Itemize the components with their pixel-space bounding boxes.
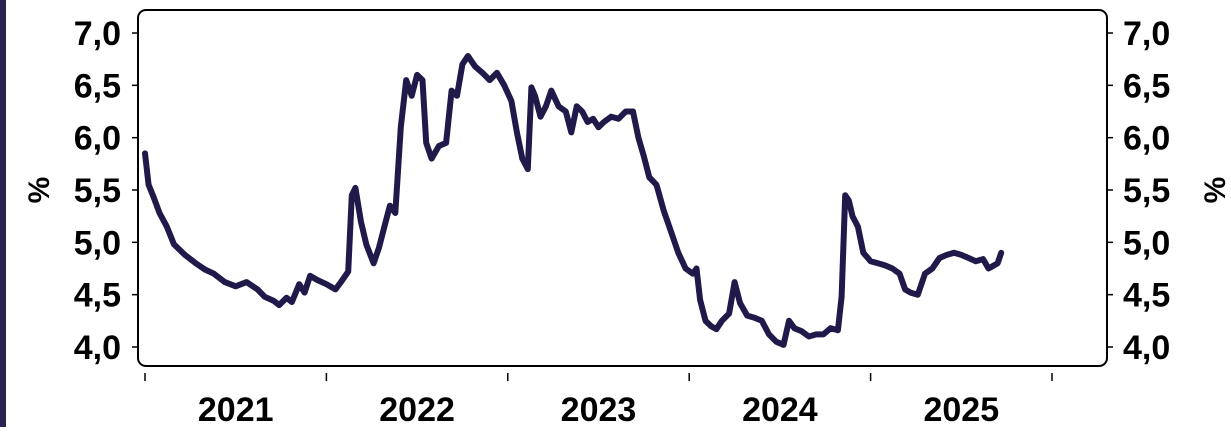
- x-axis: 2021 2022 2023 2024 2025: [144, 373, 1053, 429]
- y-tick-label-left: 6,0: [74, 120, 121, 158]
- y-tick-label-right: 5,0: [1123, 224, 1170, 262]
- y-tick-label-left: 4,5: [74, 277, 121, 315]
- x-tick-label: 2025: [923, 391, 999, 427]
- x-tick-label: 2024: [742, 391, 818, 427]
- y-tick-label-right: 7,0: [1123, 15, 1170, 53]
- y-tick-label-left: 6,5: [74, 67, 121, 105]
- y-tick-label-right: 4,0: [1123, 329, 1170, 367]
- x-tick-label: 2023: [561, 391, 637, 427]
- plot-frame: [137, 9, 1108, 367]
- series-layer: [142, 53, 1005, 348]
- y-axis-left: 7,0 6,5 6,0 5,5 5,0 4,5 4,0: [74, 15, 138, 367]
- y-tick-label-left: 5,5: [74, 172, 121, 210]
- y-tick-label-left: 7,0: [74, 15, 121, 53]
- left-edge-bar: [0, 0, 6, 427]
- y-tick-label-right: 5,5: [1123, 172, 1170, 210]
- y-tick-label-right: 6,0: [1123, 120, 1170, 158]
- x-tick-label: 2021: [198, 391, 274, 427]
- x-tick-label: 2022: [379, 391, 455, 427]
- y-axis-label-left: %: [23, 177, 56, 204]
- y-tick-label-right: 4,5: [1123, 277, 1170, 315]
- y-axis-right: 7,0 6,5 6,0 5,5 5,0 4,5 4,0: [1107, 15, 1170, 367]
- y-tick-label-right: 6,5: [1123, 67, 1170, 105]
- y-tick-label-left: 4,0: [74, 329, 121, 367]
- y-tick-label-left: 5,0: [74, 224, 121, 262]
- y-axis-label-right: %: [1199, 177, 1231, 204]
- series-line: [142, 53, 1005, 348]
